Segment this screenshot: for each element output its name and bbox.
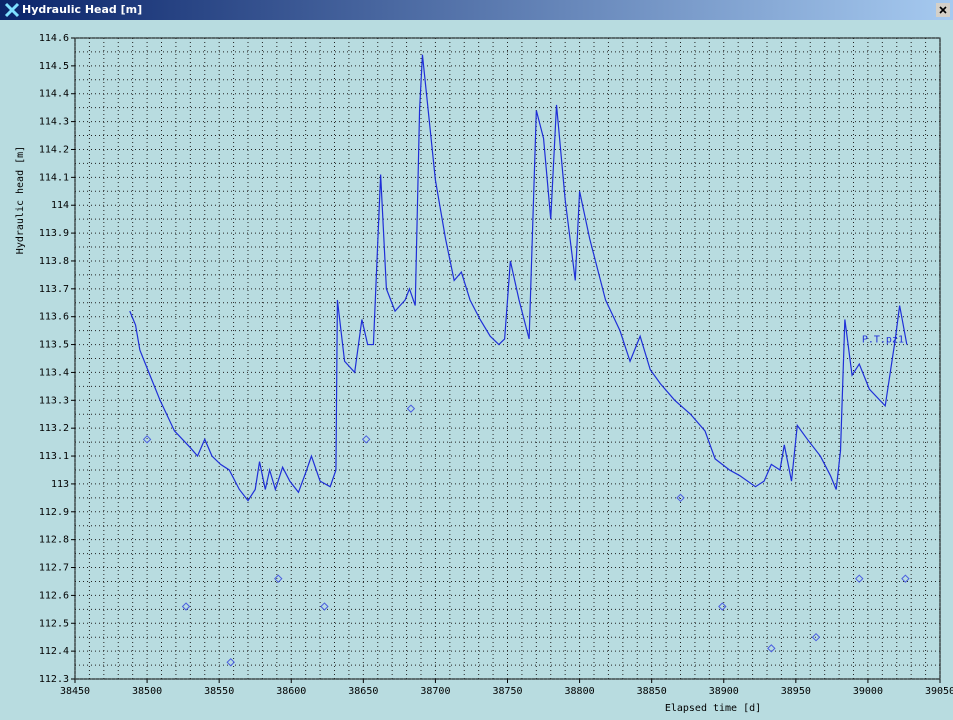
y-tick-label: 112.3 [39,674,69,685]
y-tick-label: 114.5 [39,61,69,72]
data-point [226,658,235,667]
data-point [181,602,191,611]
data-point [362,435,371,444]
data-point [142,435,152,444]
x-tick-label: 38600 [276,686,306,697]
y-tick-label: 114.6 [39,33,69,44]
data-point [406,404,416,413]
series-label: P.T.pz1 [862,335,904,346]
y-tick-label: 114.4 [39,89,69,100]
x-tick-label: 38700 [420,686,450,697]
title-bar: Hydraulic Head [m] [0,0,953,20]
y-tick-label: 113.1 [39,451,69,462]
x-tick-label: 38900 [709,686,739,697]
x-tick-label: 38750 [492,686,522,697]
x-tick-label: 39050 [925,686,953,697]
data-point [320,602,329,611]
y-tick-label: 113.8 [39,256,69,267]
y-tick-label: 114.1 [39,172,69,183]
data-point [811,632,821,642]
data-point [767,644,776,653]
data-line [129,54,908,502]
y-tick-label: 114 [51,200,69,211]
y-tick-label: 113.6 [39,312,69,323]
y-tick-label: 112.5 [39,618,69,629]
y-tick-label: 113.2 [39,423,69,434]
x-tick-label: 38500 [132,686,162,697]
y-tick-label: 113.5 [39,340,69,351]
x-tick-label: 38850 [637,686,667,697]
data-point [718,602,727,611]
data-point [901,574,910,583]
x-tick-label: 39000 [853,686,883,697]
x-tick-label: 38950 [781,686,811,697]
y-tick-label: 113.3 [39,395,69,406]
y-tick-label: 112.6 [39,590,69,601]
window-title: Hydraulic Head [m] [22,3,143,16]
y-tick-label: 112.8 [39,535,69,546]
y-axis-label: Hydraulic head [m] [15,146,26,254]
y-tick-label: 112.4 [39,646,69,657]
y-tick-label: 113 [51,479,69,490]
x-tick-label: 38550 [204,686,234,697]
data-point [274,574,283,583]
y-tick-label: 112.9 [39,507,69,518]
y-tick-label: 113.7 [39,284,69,295]
y-tick-label: 114.3 [39,117,69,128]
x-tick-label: 38800 [565,686,595,697]
app-icon [4,2,20,18]
x-axis-label: Elapsed time [d] [665,703,761,714]
close-button[interactable] [936,3,950,17]
x-tick-label: 38450 [60,686,90,697]
data-point [855,574,864,583]
y-tick-label: 112.7 [39,563,69,574]
y-tick-label: 113.4 [39,367,69,378]
data-point [676,493,685,503]
y-tick-label: 114.2 [39,144,69,155]
x-tick-label: 38650 [348,686,378,697]
chart: Hydraulic head [m] Elapsed time [d] 3845… [15,33,953,714]
y-tick-label: 113.9 [39,228,69,239]
